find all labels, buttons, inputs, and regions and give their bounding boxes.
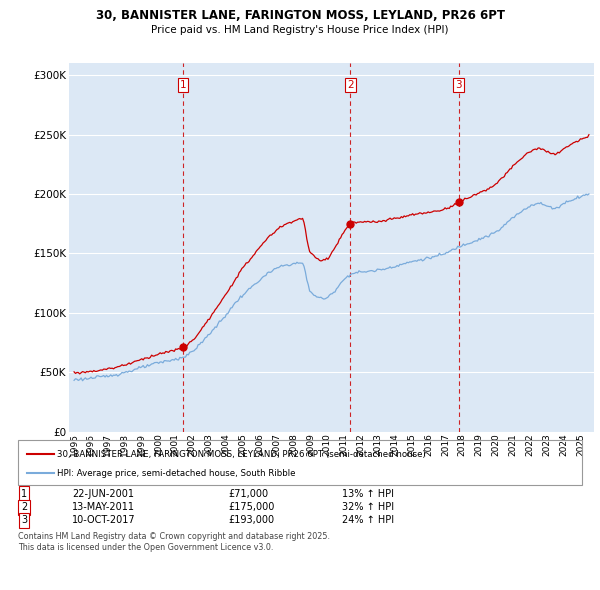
Text: £193,000: £193,000 bbox=[228, 516, 274, 525]
Text: 3: 3 bbox=[455, 80, 462, 90]
Text: 1: 1 bbox=[180, 80, 187, 90]
Text: 30, BANNISTER LANE, FARINGTON MOSS, LEYLAND, PR26 6PT: 30, BANNISTER LANE, FARINGTON MOSS, LEYL… bbox=[95, 9, 505, 22]
Text: HPI: Average price, semi-detached house, South Ribble: HPI: Average price, semi-detached house,… bbox=[57, 468, 296, 478]
Text: 13-MAY-2011: 13-MAY-2011 bbox=[72, 503, 135, 512]
Text: 24% ↑ HPI: 24% ↑ HPI bbox=[342, 516, 394, 525]
Text: 2: 2 bbox=[21, 503, 27, 512]
Text: Contains HM Land Registry data © Crown copyright and database right 2025.
This d: Contains HM Land Registry data © Crown c… bbox=[18, 532, 330, 552]
Text: 3: 3 bbox=[21, 516, 27, 525]
Text: 13% ↑ HPI: 13% ↑ HPI bbox=[342, 489, 394, 499]
Text: £175,000: £175,000 bbox=[228, 503, 274, 512]
Text: 32% ↑ HPI: 32% ↑ HPI bbox=[342, 503, 394, 512]
Text: 30, BANNISTER LANE, FARINGTON MOSS, LEYLAND, PR26 6PT (semi-detached house): 30, BANNISTER LANE, FARINGTON MOSS, LEYL… bbox=[57, 450, 426, 459]
Text: 10-OCT-2017: 10-OCT-2017 bbox=[72, 516, 136, 525]
Text: £71,000: £71,000 bbox=[228, 489, 268, 499]
Text: 2: 2 bbox=[347, 80, 354, 90]
Text: 1: 1 bbox=[21, 489, 27, 499]
Text: 22-JUN-2001: 22-JUN-2001 bbox=[72, 489, 134, 499]
Text: Price paid vs. HM Land Registry's House Price Index (HPI): Price paid vs. HM Land Registry's House … bbox=[151, 25, 449, 35]
